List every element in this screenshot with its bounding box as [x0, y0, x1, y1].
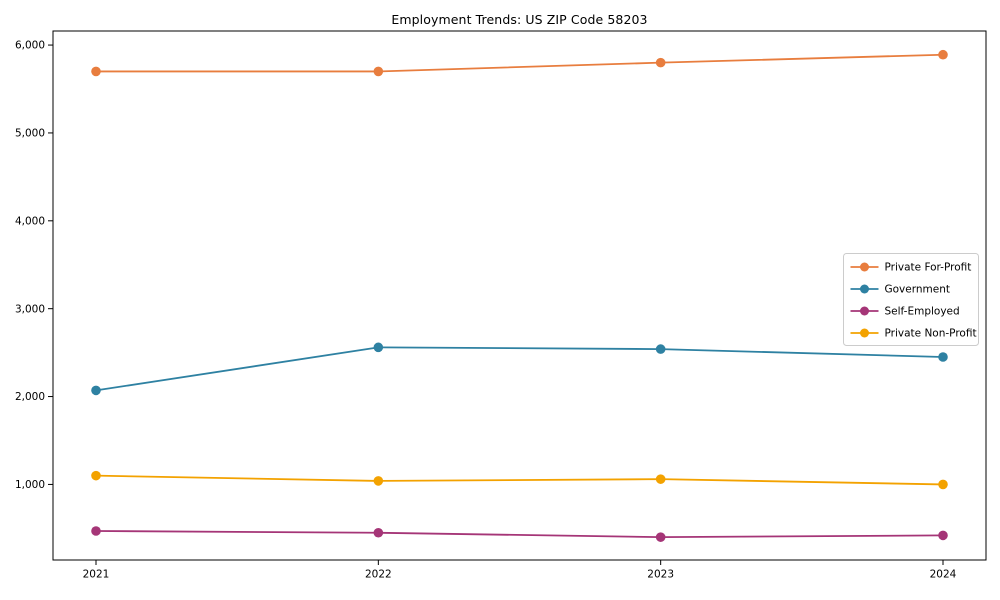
data-point	[91, 526, 101, 536]
legend-item-self-employed: Self-Employed	[850, 306, 960, 318]
legend-box	[843, 253, 979, 346]
x-tick-label: 2022	[365, 569, 392, 581]
legend-label: Self-Employed	[885, 306, 960, 318]
data-point	[655, 344, 666, 354]
series-line-private-for-profit	[96, 53, 944, 73]
x-tick-label: 2023	[647, 569, 674, 581]
data-point	[655, 57, 666, 68]
series-line-government	[95, 346, 944, 392]
y-tick-label: 6,000	[15, 40, 45, 52]
legend-marker-dot	[860, 328, 869, 338]
series-private-for-profit	[91, 49, 948, 77]
legend-marker-dot	[860, 262, 869, 272]
y-tick-label: 3,000	[15, 303, 45, 315]
legend-marker-dot	[860, 284, 869, 294]
legend-marker-dot	[860, 306, 869, 316]
legend-item-government: Government	[850, 284, 950, 296]
data-point	[373, 66, 384, 77]
series-government	[91, 342, 948, 396]
data-point	[938, 530, 948, 541]
data-point	[91, 385, 101, 396]
legend-label: Private For-Profit	[885, 262, 972, 274]
legend-label: Private Non-Profit	[885, 328, 977, 340]
data-point	[938, 479, 948, 490]
x-tick-label: 2021	[83, 569, 110, 581]
y-tick-label: 1,000	[15, 479, 45, 491]
plot-border	[52, 30, 987, 561]
legend-item-private-for-profit: Private For-Profit	[850, 262, 972, 274]
data-point	[938, 49, 948, 60]
series-private-non-profit	[91, 470, 948, 490]
y-tick-label: 5,000	[15, 128, 45, 140]
x-tick-label: 2024	[930, 569, 957, 581]
data-point	[655, 474, 666, 484]
y-tick-label: 4,000	[15, 215, 45, 227]
chart-title: Employment Trends: US ZIP Code 58203	[391, 12, 648, 27]
legend-label: Government	[885, 284, 950, 296]
data-point	[373, 527, 384, 538]
data-point	[91, 66, 101, 77]
data-point	[373, 342, 384, 353]
y-tick-label: 2,000	[15, 391, 45, 403]
data-point	[938, 352, 948, 362]
data-point	[91, 470, 101, 481]
legend-item-private-non-profit: Private Non-Profit	[850, 328, 977, 340]
series-line-self-employed	[95, 530, 944, 539]
legend: Private For-Profit Government Self-Employe…	[843, 253, 979, 346]
series-self-employed	[91, 526, 948, 542]
data-point	[373, 476, 384, 486]
data-point	[655, 532, 666, 542]
series-line-private-non-profit	[95, 474, 944, 486]
